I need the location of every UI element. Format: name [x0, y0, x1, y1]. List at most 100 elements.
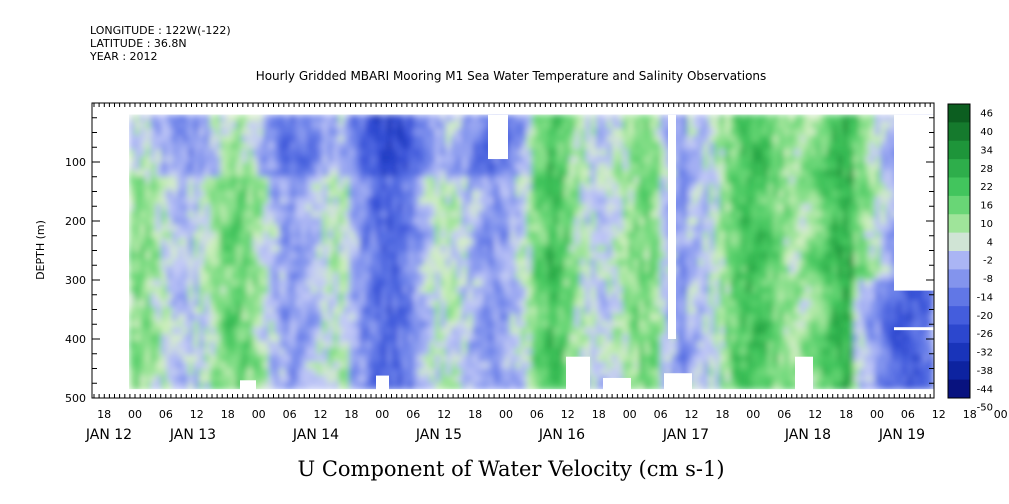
heatmap-cell	[660, 197, 667, 205]
heatmap-cell	[263, 334, 270, 342]
heatmap-cell	[279, 265, 286, 274]
heatmap-cell	[359, 203, 366, 212]
heatmap-cell	[247, 162, 254, 171]
heatmap-cell	[590, 272, 597, 281]
heatmap-cell	[644, 341, 651, 349]
heatmap-cell	[676, 162, 683, 171]
heatmap-cell	[402, 341, 409, 349]
heatmap-cell	[284, 169, 291, 178]
heatmap-cell	[579, 348, 586, 356]
heatmap-cell	[332, 162, 339, 171]
heatmap-cell	[590, 203, 597, 212]
heatmap-cell	[676, 114, 683, 123]
heatmap-cell	[703, 231, 710, 239]
heatmap-cell	[225, 348, 232, 356]
heatmap-cell	[306, 327, 313, 335]
heatmap-cell	[708, 348, 715, 356]
heatmap-cell	[547, 286, 554, 294]
heatmap-cell	[263, 231, 270, 239]
heatmap-cell	[628, 258, 635, 267]
heatmap-cell	[762, 313, 769, 322]
heatmap-cell	[391, 320, 398, 329]
heatmap-cell	[751, 210, 758, 219]
heatmap-cell	[134, 306, 141, 315]
heatmap-cell	[681, 203, 688, 212]
heatmap-cell	[241, 149, 248, 157]
heatmap-cell	[236, 327, 243, 335]
heatmap-cell	[794, 135, 801, 143]
heatmap-cell	[155, 286, 162, 294]
heatmap-cell	[306, 183, 313, 191]
heatmap-cell	[644, 183, 651, 191]
heatmap-cell	[161, 149, 168, 157]
heatmap-cell	[252, 327, 259, 335]
heatmap-cell	[338, 272, 345, 281]
heatmap-cell	[794, 327, 801, 335]
heatmap-cell	[649, 183, 656, 191]
heatmap-cell	[343, 279, 350, 287]
heatmap-cell	[418, 190, 425, 198]
heatmap-cell	[789, 183, 796, 191]
heatmap-cell	[139, 341, 146, 349]
heatmap-cell	[209, 368, 216, 377]
heatmap-cell	[526, 197, 533, 205]
heatmap-cell	[665, 341, 672, 349]
heatmap-cell	[413, 334, 420, 342]
heatmap-cell	[789, 382, 796, 390]
heatmap-cell	[402, 114, 409, 123]
heatmap-cell	[644, 293, 651, 301]
heatmap-cell	[316, 348, 323, 356]
heatmap-cell	[220, 327, 227, 335]
heatmap-cell	[649, 128, 656, 136]
heatmap-cell	[343, 320, 350, 329]
heatmap-cell	[204, 299, 211, 308]
heatmap-cell	[402, 197, 409, 205]
heatmap-cell	[129, 354, 135, 363]
heatmap-cell	[193, 114, 200, 123]
heatmap-cell	[295, 361, 302, 370]
heatmap-cell	[789, 299, 796, 308]
heatmap-cell	[719, 265, 726, 274]
heatmap-cell	[456, 327, 463, 335]
heatmap-cell	[493, 231, 500, 239]
heatmap-cell	[746, 382, 753, 390]
heatmap-cell	[687, 203, 694, 212]
heatmap-cell	[773, 272, 779, 281]
heatmap-cell	[740, 251, 747, 260]
heatmap-cell	[767, 286, 774, 294]
heatmap-cell	[311, 149, 318, 157]
heatmap-cell	[204, 149, 211, 157]
heatmap-cell	[794, 203, 801, 212]
heatmap-cell	[569, 197, 576, 205]
heatmap-cell	[692, 279, 699, 287]
heatmap-cell	[756, 306, 763, 315]
heatmap-cell	[638, 162, 645, 171]
heatmap-cell	[488, 327, 495, 335]
heatmap-cell	[273, 279, 280, 287]
heatmap-cell	[654, 265, 661, 274]
heatmap-cell	[327, 279, 334, 287]
heatmap-cell	[354, 142, 361, 150]
heatmap-cell	[182, 224, 189, 232]
heatmap-cell	[451, 382, 457, 390]
heatmap-cell	[413, 354, 420, 363]
heatmap-cell	[214, 176, 221, 184]
heatmap-cell	[295, 224, 302, 232]
heatmap-cell	[225, 265, 232, 274]
heatmap-cell	[273, 176, 280, 184]
heatmap-cell	[386, 128, 393, 136]
heatmap-cell	[273, 327, 280, 335]
heatmap-cell	[536, 128, 543, 136]
heatmap-cell	[257, 341, 264, 349]
heatmap-cell	[794, 224, 801, 232]
heatmap-cell	[188, 149, 194, 157]
heatmap-cell	[724, 142, 731, 150]
heatmap-cell	[730, 121, 737, 130]
heatmap-cell	[290, 293, 296, 301]
heatmap-cell	[654, 299, 661, 308]
heatmap-cell	[467, 368, 474, 377]
heatmap-cell	[445, 382, 452, 390]
heatmap-cell	[332, 354, 339, 363]
heatmap-cell	[735, 251, 742, 260]
heatmap-cell	[311, 121, 318, 130]
